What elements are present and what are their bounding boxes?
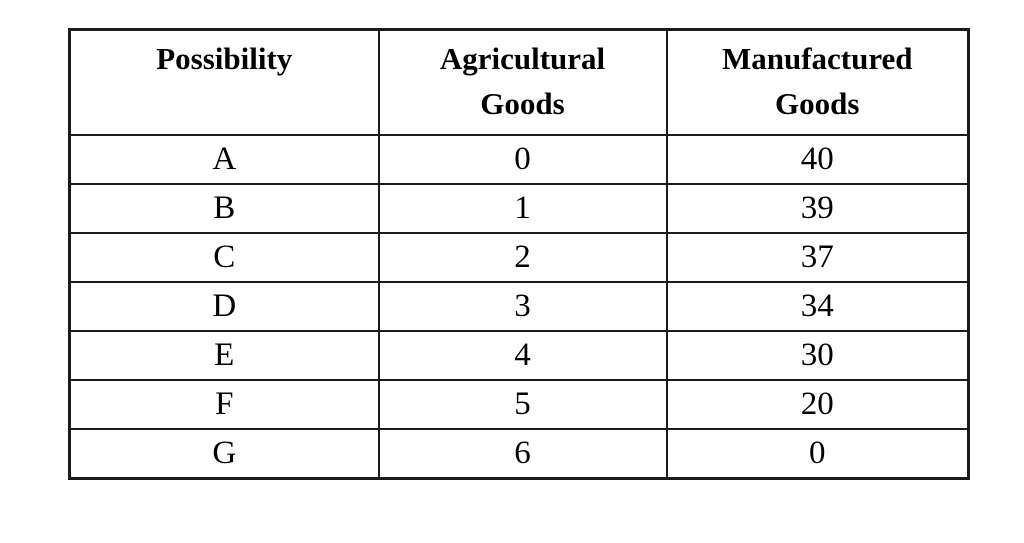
cell-possibility: G	[68, 428, 380, 480]
table-body: A 0 40 B 1 39 C 2 37 D 3 34 E 4	[68, 134, 970, 480]
cell-agricultural: 3	[377, 281, 668, 332]
column-header-label: Agricultural Goods	[439, 41, 606, 121]
table-row: F 5 20	[68, 379, 970, 430]
table-row: E 4 30	[68, 330, 970, 381]
cell-possibility: D	[68, 281, 380, 332]
cell-agricultural: 4	[377, 330, 668, 381]
cell-possibility: E	[68, 330, 380, 381]
column-header-manufactured-goods: Manufactured Goods	[665, 28, 970, 136]
table-row: B 1 39	[68, 183, 970, 234]
column-header-possibility: Possibility	[68, 28, 380, 136]
column-header-label: Possibility	[156, 41, 293, 76]
cell-manufactured: 37	[665, 232, 970, 283]
cell-manufactured: 30	[665, 330, 970, 381]
table-row: G 6 0	[68, 428, 970, 480]
table-header: Possibility Agricultural Goods Manufactu…	[68, 28, 970, 136]
cell-possibility: B	[68, 183, 380, 234]
header-row: Possibility Agricultural Goods Manufactu…	[68, 28, 970, 136]
table-row: A 0 40	[68, 134, 970, 185]
cell-possibility: F	[68, 379, 380, 430]
production-possibilities-table: Possibility Agricultural Goods Manufactu…	[68, 28, 970, 480]
cell-possibility: C	[68, 232, 380, 283]
cell-manufactured: 34	[665, 281, 970, 332]
cell-possibility: A	[68, 134, 380, 185]
column-header-label: Manufactured Goods	[721, 41, 913, 121]
cell-agricultural: 1	[377, 183, 668, 234]
column-header-agricultural-goods: Agricultural Goods	[377, 28, 668, 136]
cell-manufactured: 0	[665, 428, 970, 480]
cell-manufactured: 20	[665, 379, 970, 430]
table-row: C 2 37	[68, 232, 970, 283]
cell-manufactured: 40	[665, 134, 970, 185]
table-row: D 3 34	[68, 281, 970, 332]
cell-manufactured: 39	[665, 183, 970, 234]
cell-agricultural: 0	[377, 134, 668, 185]
cell-agricultural: 5	[377, 379, 668, 430]
cell-agricultural: 6	[377, 428, 668, 480]
cell-agricultural: 2	[377, 232, 668, 283]
